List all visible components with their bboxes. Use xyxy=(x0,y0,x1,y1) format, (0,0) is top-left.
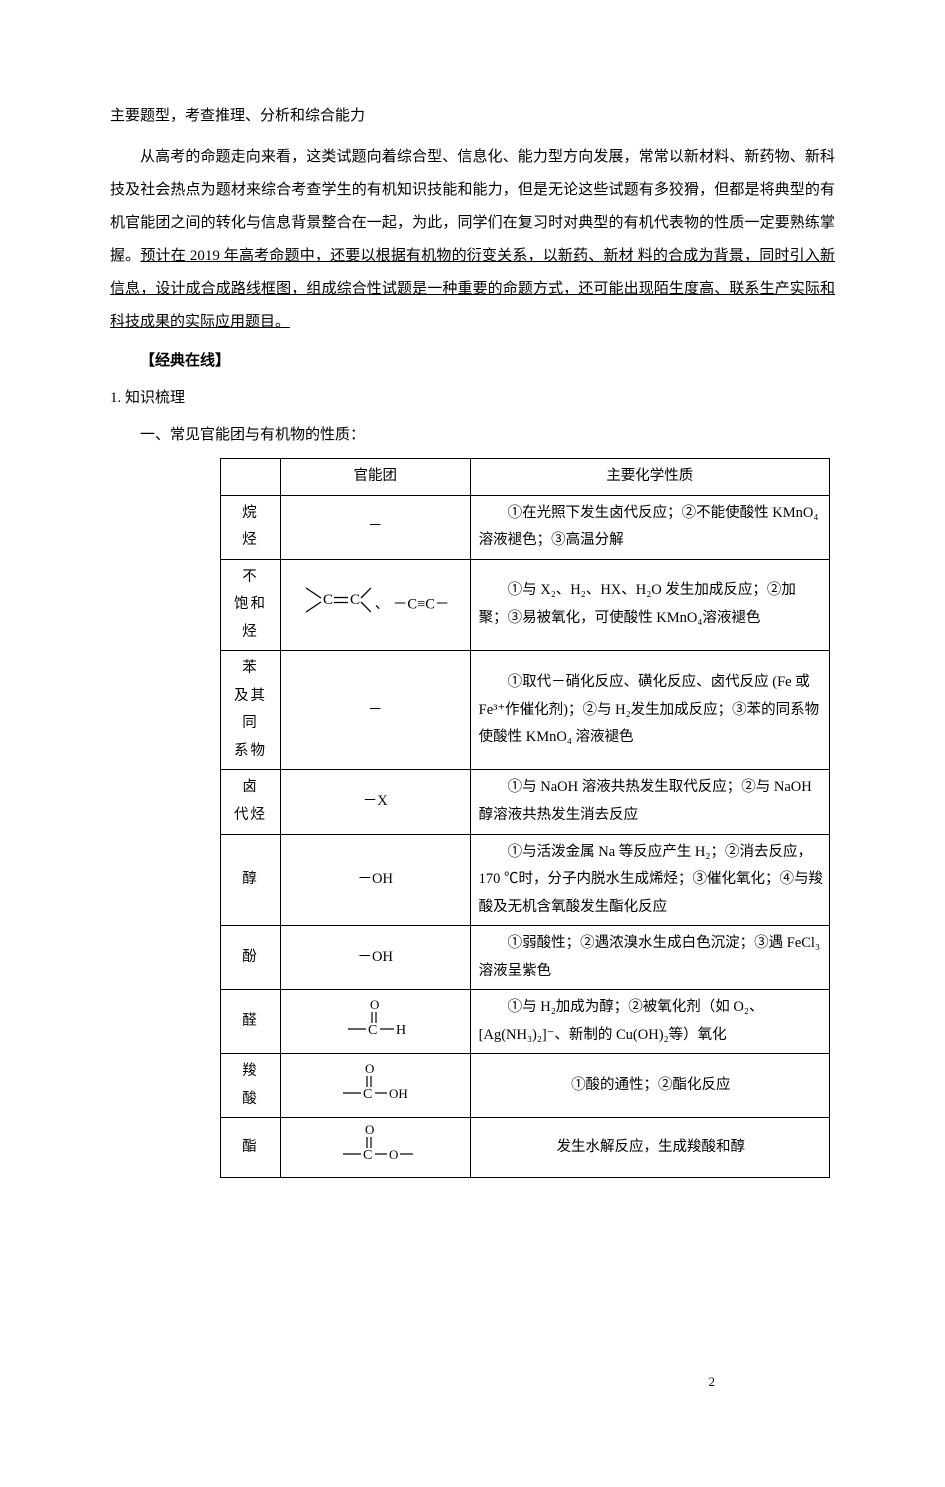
double-bond-icon: C C xyxy=(301,583,371,617)
classic-heading: 【经典在线】 xyxy=(110,345,835,378)
cell-type: 苯及其同系物 xyxy=(221,651,281,770)
svg-text:C: C xyxy=(363,1148,372,1162)
cell-property: ①取代－硝化反应、磺化反应、卤代反应 (Fe 或 Fe³⁺作催化剂)；②与 H₂… xyxy=(470,651,829,770)
cell-group: O C OH xyxy=(280,1054,470,1118)
cell-group: － xyxy=(280,495,470,559)
cell-type: 酯 xyxy=(221,1118,281,1178)
cell-group: － xyxy=(280,651,470,770)
cell-group: －X xyxy=(280,770,470,834)
cell-type: 醛 xyxy=(221,990,281,1054)
header-blank xyxy=(221,459,281,496)
cell-property: ①弱酸性；②遇浓溴水生成白色沉淀；③遇 FeCl₃溶液呈紫色 xyxy=(470,926,829,990)
svg-text:O: O xyxy=(370,997,379,1012)
table-row: 羧酸 O C OH ①酸的通性；②酯化反应 xyxy=(221,1054,830,1118)
table-row: 醇 －OH ①与活泼金属 Na 等反应产生 H₂；②消去反应，170 ℃时，分子… xyxy=(221,834,830,926)
svg-text:H: H xyxy=(396,1023,406,1037)
cell-property: 发生水解反应，生成羧酸和醇 xyxy=(470,1118,829,1178)
cell-property: ①与 H₂加成为醇；②被氧化剂（如 O₂、 [Ag(NH₃)₂]⁻、新制的 Cu… xyxy=(470,990,829,1054)
cell-property: ①与 NaOH 溶液共热发生取代反应；②与 NaOH 醇溶液共热发生消去反应 xyxy=(470,770,829,834)
svg-text:C: C xyxy=(350,592,360,608)
cell-type: 不饱和烃 xyxy=(221,559,281,651)
cell-property: ①与 X₂、H₂、HX、H₂O 发生加成反应；②加聚；③易被氧化，可使酸性 KM… xyxy=(470,559,829,651)
cell-group: O C H xyxy=(280,990,470,1054)
knowledge-heading: 1. 知识梳理 xyxy=(110,382,835,415)
cell-property: ①与活泼金属 Na 等反应产生 H₂；②消去反应，170 ℃时，分子内脱水生成烯… xyxy=(470,834,829,926)
cooh-icon: O C OH xyxy=(335,1061,415,1101)
cho-icon: O C H xyxy=(340,997,410,1037)
table-row: 酚 －OH ①弱酸性；②遇浓溴水生成白色沉淀；③遇 FeCl₃溶液呈紫色 xyxy=(221,926,830,990)
cell-group: －OH xyxy=(280,834,470,926)
table-header-row: 官能团 主要化学性质 xyxy=(221,459,830,496)
para-underlined: 预计在 2019 年高考命题中，还要以根据有机物的衍变关系，以新药、新材 料的合… xyxy=(110,248,835,330)
coo-icon: O C O xyxy=(335,1122,415,1162)
table-row: 苯及其同系物 － ①取代－硝化反应、磺化反应、卤代反应 (Fe 或 Fe³⁺作催… xyxy=(221,651,830,770)
properties-table: 官能团 主要化学性质 烷烃 － ①在光照下发生卤代反应；②不能使酸性 KMnO₄… xyxy=(220,458,830,1178)
svg-text:C: C xyxy=(323,592,333,608)
cell-group: －OH xyxy=(280,926,470,990)
svg-text:O: O xyxy=(365,1122,374,1137)
cell-type: 烷烃 xyxy=(221,495,281,559)
main-paragraph: 从高考的命题走向来看，这类试题向着综合型、信息化、能力型方向发展，常常以新材料、… xyxy=(110,141,835,339)
cell-group: O C O xyxy=(280,1118,470,1178)
table-row: 不饱和烃 C C 、 －C≡C－ ①与 X₂、H₂、HX、H₂O 发生加成反应；… xyxy=(221,559,830,651)
triple-bond-text: 、 －C≡C－ xyxy=(375,596,450,612)
cell-type: 羧酸 xyxy=(221,1054,281,1118)
table-row: 烷烃 － ①在光照下发生卤代反应；②不能使酸性 KMnO₄溶液褪色；③高温分解 xyxy=(221,495,830,559)
header-group: 官能团 xyxy=(280,459,470,496)
cell-property: ①酸的通性；②酯化反应 xyxy=(470,1054,829,1118)
svg-text:C: C xyxy=(368,1023,377,1037)
page-number: 2 xyxy=(709,1368,716,1397)
cell-type: 卤代烃 xyxy=(221,770,281,834)
cell-type: 酚 xyxy=(221,926,281,990)
cell-group: C C 、 －C≡C－ xyxy=(280,559,470,651)
cell-type: 醇 xyxy=(221,834,281,926)
svg-text:O: O xyxy=(389,1147,398,1162)
cell-property: ①在光照下发生卤代反应；②不能使酸性 KMnO₄溶液褪色；③高温分解 xyxy=(470,495,829,559)
para-normal: 从高考的命题走向来看，这类试题向着综合型、信息化、能力型方向发展，常常以新材料、… xyxy=(110,149,835,264)
top-line-text: 主要题型，考查推理、分析和综合能力 xyxy=(110,100,835,133)
table-row: 酯 O C O 发生水解反应，生成羧酸和醇 xyxy=(221,1118,830,1178)
svg-text:OH: OH xyxy=(389,1086,408,1101)
header-property: 主要化学性质 xyxy=(470,459,829,496)
svg-text:O: O xyxy=(365,1061,374,1076)
list-heading: 一、常见官能团与有机物的性质： xyxy=(110,419,835,452)
table-row: 醛 O C H ①与 H₂加成为醇；②被氧化剂（如 O₂、 [Ag(NH₃)₂]… xyxy=(221,990,830,1054)
table-row: 卤代烃 －X ①与 NaOH 溶液共热发生取代反应；②与 NaOH 醇溶液共热发… xyxy=(221,770,830,834)
svg-text:C: C xyxy=(363,1087,372,1101)
